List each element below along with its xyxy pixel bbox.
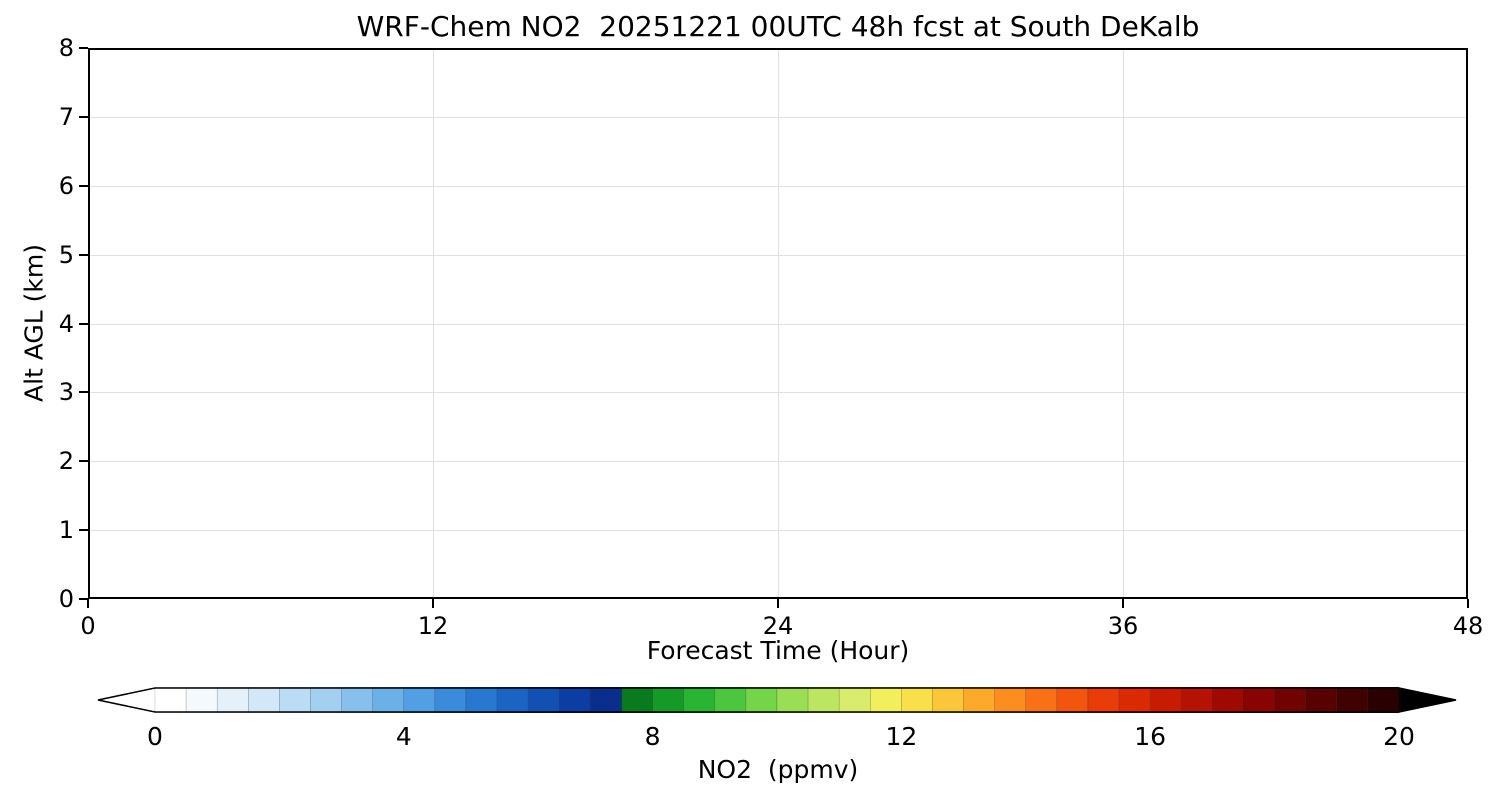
chart-title: WRF-Chem NO2 20251221 00UTC 48h fcst at … xyxy=(356,10,1200,43)
colorbar-segment xyxy=(994,686,1027,714)
y-tick-mark xyxy=(79,253,88,256)
y-tick-label: 2 xyxy=(58,447,74,476)
x-tick-mark xyxy=(432,599,434,608)
colorbar-tick-label: 16 xyxy=(1134,722,1167,751)
x-tick-label: 48 xyxy=(1452,612,1484,640)
colorbar-segment xyxy=(279,686,311,714)
colorbar-segment xyxy=(559,686,591,714)
colorbar-outline xyxy=(97,687,1457,713)
colorbar-segment xyxy=(434,686,467,714)
y-tick-mark xyxy=(79,460,88,463)
colorbar-segment xyxy=(372,686,405,714)
colorbar-segment xyxy=(1367,686,1400,714)
x-tick-label: 12 xyxy=(417,612,449,640)
colorbar-segment xyxy=(807,686,840,714)
x-tick-mark xyxy=(777,599,779,608)
colorbar-segment xyxy=(1274,686,1306,714)
colorbar-segment xyxy=(963,686,995,714)
y-tick-label: 5 xyxy=(58,240,74,269)
y-tick-label: 6 xyxy=(58,171,74,200)
colorbar-extend-arrow xyxy=(1399,688,1456,712)
colorbar-segment xyxy=(870,686,902,714)
colorbar-extend-arrow xyxy=(98,688,155,712)
colorbar-segment xyxy=(838,686,871,714)
colorbar-segment xyxy=(248,686,280,714)
colorbar-segment xyxy=(216,686,249,714)
y-tick-label: 0 xyxy=(58,585,74,613)
plot-area xyxy=(88,48,1468,599)
y-tick-mark xyxy=(79,598,88,600)
y-tick-mark xyxy=(79,115,88,118)
gridline-vertical xyxy=(1123,50,1124,597)
x-tick-mark xyxy=(87,599,89,608)
y-tick-mark xyxy=(79,391,88,394)
colorbar-tick-label: 20 xyxy=(1383,722,1415,751)
colorbar-segment xyxy=(1305,686,1338,714)
y-tick-label: 3 xyxy=(58,378,74,407)
colorbar-segment xyxy=(154,686,187,714)
colorbar-segment xyxy=(1243,686,1275,714)
x-tick-label: 36 xyxy=(1107,612,1139,640)
y-tick-mark xyxy=(79,184,88,187)
colorbar-segment xyxy=(403,686,436,714)
y-tick-mark xyxy=(79,47,88,49)
y-tick-label: 7 xyxy=(58,102,74,131)
colorbar-segment xyxy=(652,686,684,714)
colorbar-segment xyxy=(901,686,933,714)
colorbar-segment xyxy=(1336,686,1369,714)
x-tick-mark xyxy=(1467,599,1469,608)
colorbar-segment xyxy=(310,686,342,714)
colorbar-tick-label: 12 xyxy=(885,722,918,751)
colorbar-tick-label: 4 xyxy=(395,722,412,751)
colorbar-svg xyxy=(97,686,1457,714)
colorbar-segment xyxy=(745,686,778,714)
y-tick-mark xyxy=(79,322,88,325)
colorbar-segment xyxy=(1087,686,1120,714)
colorbar-tick-label: 0 xyxy=(147,722,163,751)
colorbar-segment xyxy=(1212,686,1244,714)
y-tick-label: 4 xyxy=(58,309,74,338)
colorbar-segment xyxy=(1149,686,1182,714)
colorbar-tick-label: 8 xyxy=(644,722,661,751)
colorbar-label: NO2 (ppmv) xyxy=(697,755,859,784)
colorbar-segment xyxy=(776,686,809,714)
gridline-vertical xyxy=(433,50,434,597)
colorbar-segment xyxy=(621,686,653,714)
y-tick-label: 1 xyxy=(58,516,74,545)
colorbar-segment xyxy=(932,686,964,714)
x-tick-label: 0 xyxy=(80,612,96,640)
colorbar-segment xyxy=(465,686,498,714)
colorbar-segment xyxy=(1118,686,1151,714)
gridline-vertical xyxy=(778,50,779,597)
colorbar-segment xyxy=(1025,686,1058,714)
colorbar-segment xyxy=(714,686,747,714)
colorbar-segment xyxy=(1056,686,1089,714)
colorbar xyxy=(97,686,1457,714)
x-tick-mark xyxy=(1122,599,1124,608)
colorbar-segment xyxy=(341,686,373,714)
colorbar-segment xyxy=(496,686,529,714)
colorbar-segment xyxy=(683,686,716,714)
colorbar-segment xyxy=(590,686,622,714)
x-axis-label: Forecast Time (Hour) xyxy=(646,636,910,665)
x-tick-label: 24 xyxy=(762,612,794,640)
colorbar-segment xyxy=(1181,686,1213,714)
y-tick-label: 8 xyxy=(58,34,74,62)
y-tick-mark xyxy=(79,529,88,532)
colorbar-segment xyxy=(185,686,218,714)
colorbar-segment xyxy=(527,686,560,714)
